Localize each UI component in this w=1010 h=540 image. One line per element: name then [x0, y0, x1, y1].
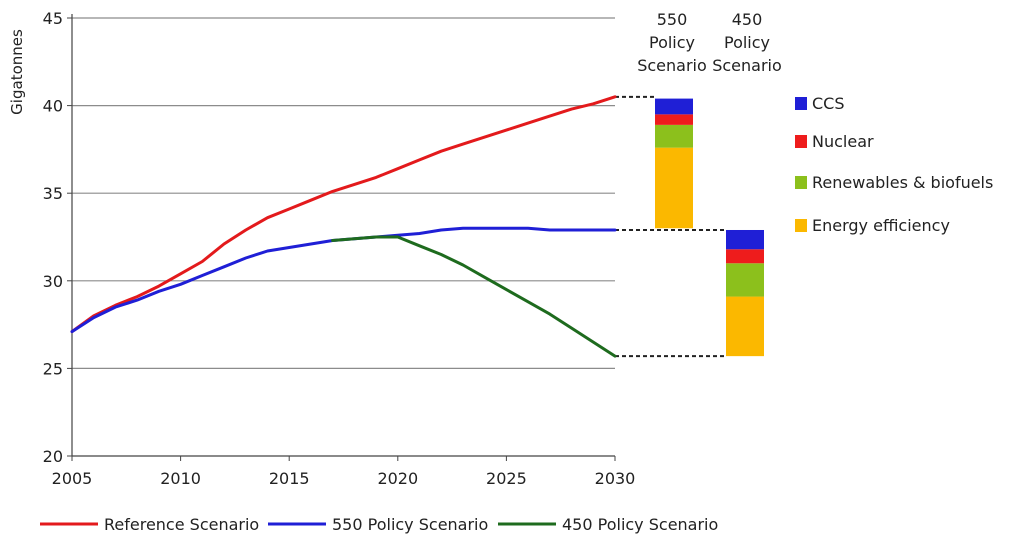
- x-tick-label: 2020: [377, 469, 418, 488]
- grid-lines: [72, 17, 615, 369]
- legend-label: 450 Policy Scenario: [562, 515, 718, 534]
- series-line-450-policy-scenario: [331, 235, 617, 358]
- series-line-550-policy-scenario: [70, 226, 617, 334]
- bar-550-segment-renewables-biofuels: [655, 124, 693, 148]
- x-tick-label: 2030: [595, 469, 636, 488]
- y-tick-label: 35: [43, 184, 63, 203]
- segment-legend-label: Energy efficiency: [812, 216, 950, 235]
- y-tick-label: 45: [43, 9, 63, 28]
- x-tick-label: 2010: [160, 469, 201, 488]
- y-tick-labels: 20 25 30 35 40 45: [43, 9, 63, 466]
- y-tick-label: 40: [43, 97, 63, 116]
- y-axis-label: Gigatonnes: [8, 29, 26, 115]
- bar-title-line: 450: [732, 10, 763, 29]
- bar-550-segment-ccs: [655, 98, 693, 115]
- y-tick-label: 25: [43, 359, 63, 378]
- series-legend: Reference Scenario 550 Policy Scenario 450…: [40, 515, 718, 534]
- bar-450-segment-energy-efficiency: [726, 296, 764, 357]
- segment-legend-swatch: [795, 135, 807, 148]
- legend-label: Reference Scenario: [104, 515, 259, 534]
- bar-450-segment-ccs: [726, 229, 764, 250]
- stacked-bar-titles: 550 Policy Scenario 450 Policy Scenario: [637, 10, 782, 75]
- stacked-bars: [655, 98, 764, 357]
- bar-title-line: Policy: [724, 33, 770, 52]
- x-tick-label: 2005: [52, 469, 93, 488]
- series-lines: [70, 95, 617, 358]
- segment-legend-swatch: [795, 176, 807, 189]
- axes: [67, 14, 616, 461]
- x-tick-label: 2025: [486, 469, 527, 488]
- bar-450-segment-nuclear: [726, 249, 764, 264]
- y-tick-label: 20: [43, 447, 63, 466]
- y-tick-label: 30: [43, 272, 63, 291]
- bar-450-segment-renewables-biofuels: [726, 263, 764, 297]
- x-tick-labels: 2005 2010 2015 2020 2025 2030: [52, 469, 636, 488]
- segment-legend-swatch: [795, 219, 807, 232]
- bar-title-line: Policy: [649, 33, 695, 52]
- series-line-reference-scenario: [70, 95, 617, 334]
- segment-legend-label: Renewables & biofuels: [812, 173, 993, 192]
- segment-legend-label: CCS: [812, 94, 845, 113]
- segment-legend-label: Nuclear: [812, 132, 874, 151]
- segment-legend-swatch: [795, 97, 807, 110]
- dashed-connectors: [615, 95, 726, 358]
- segment-legend: CCS Nuclear Renewables & biofuels Energy ef…: [795, 94, 993, 235]
- legend-label: 550 Policy Scenario: [332, 515, 488, 534]
- bar-title-line: Scenario: [637, 56, 707, 75]
- bar-550-segment-nuclear: [655, 114, 693, 125]
- bar-title-line: 550: [657, 10, 688, 29]
- bar-550-segment-energy-efficiency: [655, 147, 693, 229]
- x-tick-label: 2015: [269, 469, 310, 488]
- bar-title-line: Scenario: [712, 56, 782, 75]
